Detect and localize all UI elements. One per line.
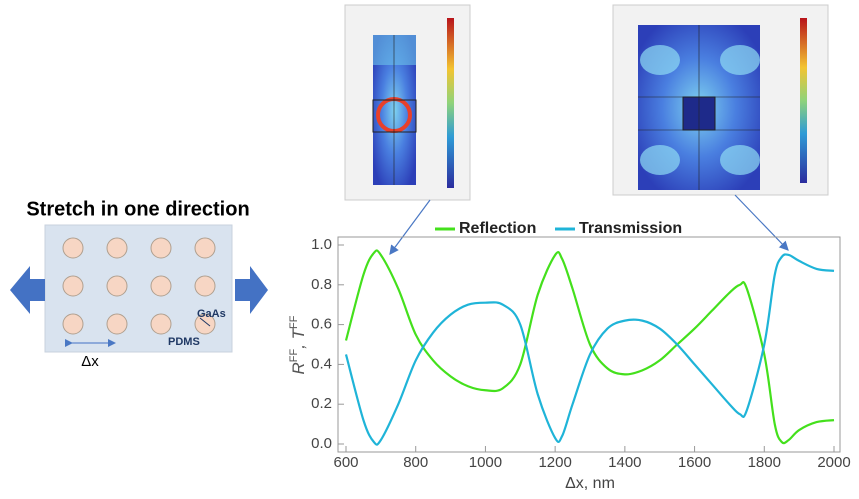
x-tick-label: 1200 <box>538 454 571 471</box>
particle <box>63 314 83 334</box>
x-axis-label: Δx, nm <box>565 475 615 492</box>
y-tick-label: 1.0 <box>311 236 332 253</box>
y-tick-label: 0.2 <box>311 395 332 412</box>
particle <box>195 276 215 296</box>
y-axis-label: RFF, TFF <box>288 315 309 374</box>
series-line <box>346 250 834 443</box>
x-tick-label: 1800 <box>748 454 781 471</box>
stretch-arrow <box>10 266 45 314</box>
x-tick-label: 1000 <box>469 454 502 471</box>
pointer-arrow <box>735 195 788 250</box>
particle <box>195 238 215 258</box>
particle <box>107 276 127 296</box>
particle <box>107 238 127 258</box>
particle <box>63 238 83 258</box>
figure: Stretch in one direction GaAs PDMS Δx 0.… <box>0 0 859 494</box>
particle <box>151 276 171 296</box>
x-tick-label: 2000 <box>817 454 850 471</box>
y-tick-label: 0.4 <box>311 355 332 372</box>
diagram-title: Stretch in one direction <box>26 198 249 220</box>
y-tick-label: 0.6 <box>311 316 332 333</box>
pointer-arrow <box>390 200 430 254</box>
x-tick-label: 800 <box>403 454 428 471</box>
x-tick-label: 1600 <box>678 454 711 471</box>
chart: 0.0 0.2 0.4 0.6 0.8 1.0 600 800 1000 1200 1400 1600… <box>311 220 851 471</box>
label-gaas: GaAs <box>197 308 226 320</box>
field-map-inset <box>613 5 828 195</box>
x-tick-label: 600 <box>333 454 358 471</box>
y-tick-label: 0.0 <box>311 435 332 452</box>
series-line <box>346 254 834 444</box>
legend-label: Reflection <box>459 220 536 237</box>
stretch-diagram: Stretch in one direction GaAs PDMS Δx <box>10 198 268 370</box>
label-spacing: Δx <box>81 353 99 370</box>
particle <box>107 314 127 334</box>
particle <box>151 314 171 334</box>
legend-label: Transmission <box>579 220 682 237</box>
stretch-arrow <box>235 266 268 314</box>
y-tick-label: 0.8 <box>311 276 332 293</box>
label-pdms: PDMS <box>168 336 200 348</box>
x-tick-label: 1400 <box>608 454 641 471</box>
particle <box>63 276 83 296</box>
field-map-inset <box>345 5 470 200</box>
particle <box>151 238 171 258</box>
